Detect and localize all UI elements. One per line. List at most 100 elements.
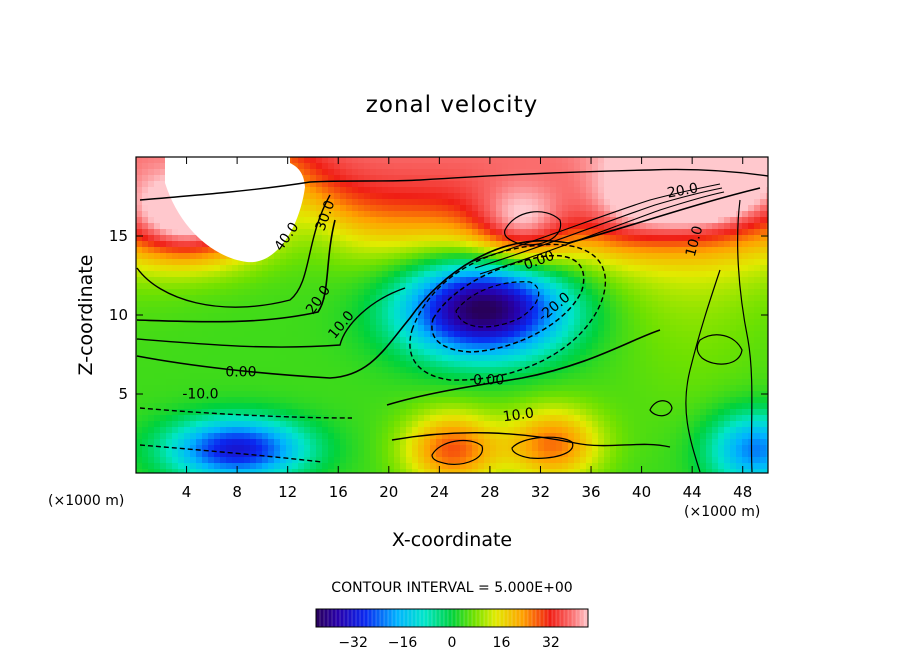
field-cell	[346, 157, 353, 164]
field-cell	[664, 163, 671, 170]
field-cell	[664, 199, 671, 206]
field-cell	[286, 403, 293, 410]
field-cell	[658, 163, 665, 170]
field-cell	[460, 211, 467, 218]
field-cell	[238, 259, 245, 266]
field-cell	[508, 223, 515, 230]
field-cell	[610, 463, 617, 470]
field-cell	[316, 271, 323, 278]
field-cell	[388, 157, 395, 164]
field-cell	[502, 409, 509, 416]
field-cell	[154, 175, 161, 182]
field-cell	[298, 433, 305, 440]
field-cell	[304, 313, 311, 320]
field-cell	[676, 199, 683, 206]
field-cell	[412, 217, 419, 224]
field-cell	[520, 325, 527, 332]
field-cell	[436, 379, 443, 386]
field-cell	[310, 415, 317, 422]
field-cell	[310, 391, 317, 398]
field-cell	[388, 295, 395, 302]
field-cell	[142, 367, 149, 374]
field-cell	[562, 397, 569, 404]
field-cell	[316, 433, 323, 440]
field-cell	[178, 451, 185, 458]
field-cell	[478, 445, 485, 452]
field-cell	[682, 451, 689, 458]
field-cell	[244, 439, 251, 446]
field-cell	[610, 415, 617, 422]
field-cell	[292, 271, 299, 278]
field-cell	[364, 277, 371, 284]
field-cell	[568, 175, 575, 182]
field-cell	[406, 337, 413, 344]
field-cell	[436, 193, 443, 200]
field-cell	[358, 193, 365, 200]
field-cell	[676, 379, 683, 386]
field-cell	[442, 307, 449, 314]
field-cell	[586, 247, 593, 254]
field-cell	[478, 295, 485, 302]
field-cell	[580, 295, 587, 302]
field-cell	[376, 277, 383, 284]
field-cell	[346, 241, 353, 248]
field-cell	[520, 175, 527, 182]
field-cell	[232, 445, 239, 452]
field-cell	[220, 331, 227, 338]
field-cell	[334, 415, 341, 422]
field-cell	[676, 211, 683, 218]
field-cell	[160, 445, 167, 452]
field-cell	[304, 253, 311, 260]
field-cell	[688, 163, 695, 170]
field-cell	[226, 403, 233, 410]
field-cell	[442, 283, 449, 290]
field-cell	[586, 403, 593, 410]
field-cell	[586, 397, 593, 404]
field-cell	[550, 205, 557, 212]
field-cell	[634, 361, 641, 368]
field-cell	[538, 187, 545, 194]
field-cell	[214, 421, 221, 428]
field-cell	[142, 163, 149, 170]
field-cell	[178, 409, 185, 416]
field-cell	[160, 187, 167, 194]
field-cell	[430, 463, 437, 470]
field-cell	[532, 343, 539, 350]
field-cell	[358, 205, 365, 212]
field-cell	[226, 397, 233, 404]
field-cell	[532, 313, 539, 320]
field-cell	[652, 385, 659, 392]
field-cell	[334, 253, 341, 260]
field-cell	[514, 271, 521, 278]
field-cell	[598, 355, 605, 362]
field-cell	[472, 361, 479, 368]
field-cell	[352, 253, 359, 260]
field-cell	[670, 337, 677, 344]
field-cell	[544, 295, 551, 302]
field-cell	[580, 289, 587, 296]
field-cell	[634, 223, 641, 230]
field-cell	[592, 247, 599, 254]
field-cell	[646, 355, 653, 362]
field-cell	[568, 301, 575, 308]
field-cell	[352, 199, 359, 206]
field-cell	[610, 205, 617, 212]
field-cell	[322, 301, 329, 308]
field-cell	[640, 163, 647, 170]
field-cell	[634, 259, 641, 266]
field-cell	[394, 337, 401, 344]
field-cell	[562, 361, 569, 368]
field-cell	[676, 169, 683, 176]
field-cell	[316, 319, 323, 326]
field-cell	[604, 439, 611, 446]
field-cell	[634, 409, 641, 416]
field-cell	[550, 247, 557, 254]
field-cell	[676, 271, 683, 278]
field-cell	[268, 367, 275, 374]
field-cell	[190, 301, 197, 308]
field-cell	[526, 217, 533, 224]
field-cell	[292, 307, 299, 314]
field-cell	[682, 259, 689, 266]
field-cell	[304, 247, 311, 254]
field-cell	[610, 289, 617, 296]
